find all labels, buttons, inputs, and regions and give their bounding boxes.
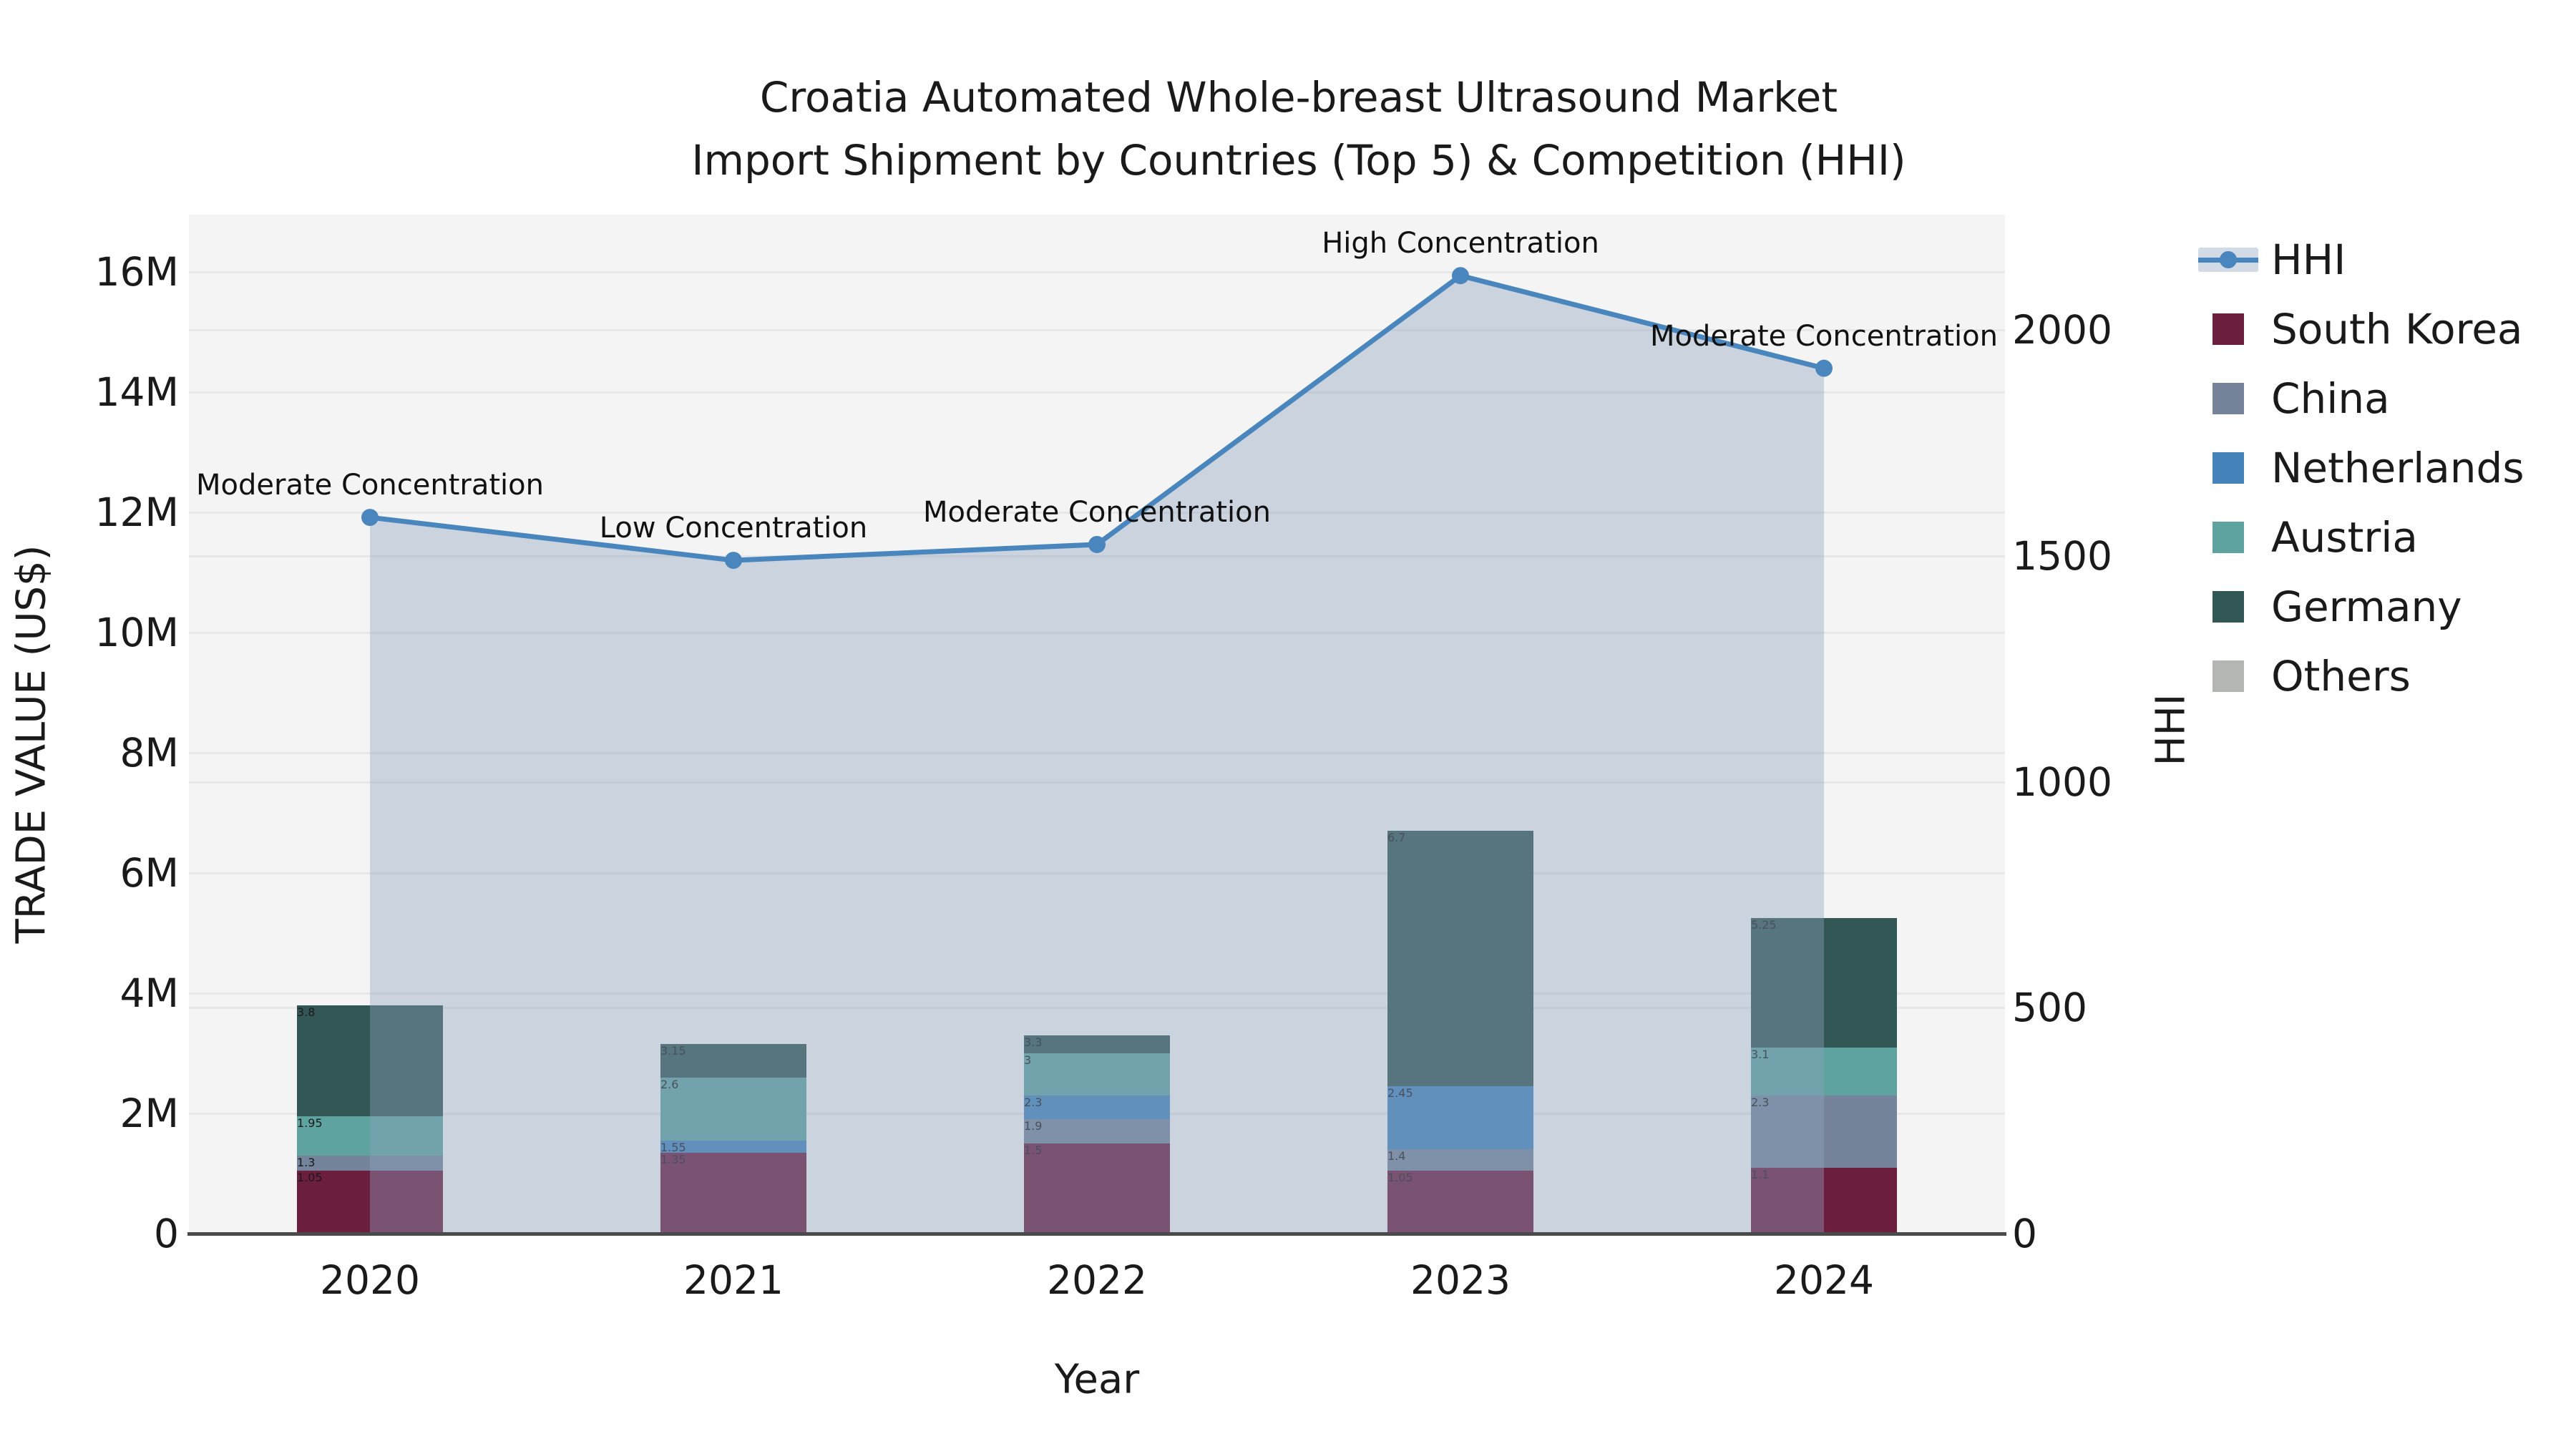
hhi-marker-2022 xyxy=(1088,535,1106,553)
annotation-2020: Moderate Concentration xyxy=(196,469,544,502)
hhi-legend-dot xyxy=(2220,251,2237,268)
legend-swatch-austria xyxy=(2212,522,2244,553)
legend-item-others: Others xyxy=(2198,655,2411,697)
color-swatch-icon xyxy=(2198,381,2258,416)
annotation-2022: Moderate Concentration xyxy=(923,495,1271,529)
color-swatch-icon xyxy=(2198,590,2258,624)
x-tick-2021: 2021 xyxy=(683,1257,784,1303)
y-left-tick-2M: 2M xyxy=(119,1091,179,1136)
legend-label-netherlands: Netherlands xyxy=(2271,444,2524,492)
y-left-tick-6M: 6M xyxy=(119,850,179,896)
legend-item-germany: Germany xyxy=(2198,586,2462,628)
legend-label-germany: Germany xyxy=(2271,582,2462,631)
bar-2020-south-korea: 1.05 xyxy=(297,1170,443,1234)
y-left-tick-16M: 16M xyxy=(94,249,179,295)
hhi-marker-2024 xyxy=(1815,359,1833,377)
gridline-trade-10M xyxy=(189,632,2005,634)
color-swatch-icon xyxy=(2198,312,2258,346)
x-axis-spine xyxy=(187,1232,2006,1236)
y-left-tick-12M: 12M xyxy=(94,489,179,535)
gridline-trade-6M xyxy=(189,872,2005,874)
y-left-tick-14M: 14M xyxy=(94,369,179,415)
bar-2023-south-korea: 1.05 xyxy=(1387,1170,1533,1234)
bar-2024-south-korea: 1.1 xyxy=(1751,1167,1897,1234)
plot-area: 3.23.81.950.971.31.052.453.152.61.551.31… xyxy=(189,215,2005,1234)
chart-title-line1: Croatia Automated Whole-breast Ultrasoun… xyxy=(759,73,1838,122)
legend-label-hhi: HHI xyxy=(2271,235,2346,284)
gridline-trade-14M xyxy=(189,391,2005,394)
color-swatch-icon xyxy=(2198,451,2258,485)
legend-item-south-korea: South Korea xyxy=(2198,308,2522,350)
hhi-line-icon xyxy=(2198,243,2258,277)
bar-2021-south-korea: 1.35 xyxy=(660,1152,806,1234)
y-right-tick-1000: 1000 xyxy=(2012,758,2112,805)
color-swatch-icon xyxy=(2198,520,2258,555)
x-tick-2020: 2020 xyxy=(320,1257,420,1303)
legend-label-south-korea: South Korea xyxy=(2271,305,2523,353)
color-swatch-icon xyxy=(2198,659,2258,693)
legend-label-austria: Austria xyxy=(2271,513,2418,562)
legend-swatch-others xyxy=(2212,660,2244,692)
legend-label-china: China xyxy=(2271,374,2390,423)
chart-title: Croatia Automated Whole-breast Ultrasoun… xyxy=(225,66,2372,192)
legend-item-netherlands: Netherlands xyxy=(2198,447,2524,489)
y-right-axis-title: HHI xyxy=(2147,693,2195,766)
hhi-marker-2021 xyxy=(725,552,742,570)
legend-label-others: Others xyxy=(2271,652,2411,701)
annotation-2021: Low Concentration xyxy=(599,512,868,545)
x-tick-2024: 2024 xyxy=(1774,1257,1874,1303)
legend-swatch-china xyxy=(2212,383,2244,414)
hhi-marker-2023 xyxy=(1452,267,1469,285)
legend-swatch-netherlands xyxy=(2212,452,2244,484)
bar-2022-south-korea: 1.5 xyxy=(1024,1143,1170,1234)
legend-item-china: China xyxy=(2198,374,2390,423)
y-left-tick-8M: 8M xyxy=(119,730,179,776)
y-right-tick-500: 500 xyxy=(2012,985,2087,1031)
x-tick-2022: 2022 xyxy=(1047,1257,1147,1303)
y-right-tick-0: 0 xyxy=(2012,1211,2037,1257)
y-left-axis-title: TRADE VALUE (US$) xyxy=(8,545,55,944)
gridline-hhi-1000 xyxy=(189,781,2005,784)
gridline-hhi-1500 xyxy=(189,555,2005,557)
y-left-tick-10M: 10M xyxy=(94,610,179,655)
chart-title-line2: Import Shipment by Countries (Top 5) & C… xyxy=(691,136,1906,185)
annotation-2024: Moderate Concentration xyxy=(1650,319,1998,353)
legend-swatch-south-korea xyxy=(2212,313,2244,345)
annotation-2023: High Concentration xyxy=(1322,227,1599,260)
legend-item-austria: Austria xyxy=(2198,513,2418,562)
y-right-tick-1500: 1500 xyxy=(2012,532,2112,579)
gridline-trade-4M xyxy=(189,992,2005,995)
gridline-hhi-500 xyxy=(189,1007,2005,1010)
x-tick-2023: 2023 xyxy=(1410,1257,1511,1303)
y-left-tick-0: 0 xyxy=(154,1211,179,1257)
y-right-tick-2000: 2000 xyxy=(2012,307,2112,353)
y-left-tick-4M: 4M xyxy=(119,970,179,1016)
x-axis-title: Year xyxy=(1054,1356,1140,1403)
legend-item-hhi: HHI xyxy=(2198,239,2346,280)
gridline-trade-8M xyxy=(189,752,2005,754)
legend-swatch-germany xyxy=(2212,591,2244,623)
gridline-trade-16M xyxy=(189,271,2005,273)
